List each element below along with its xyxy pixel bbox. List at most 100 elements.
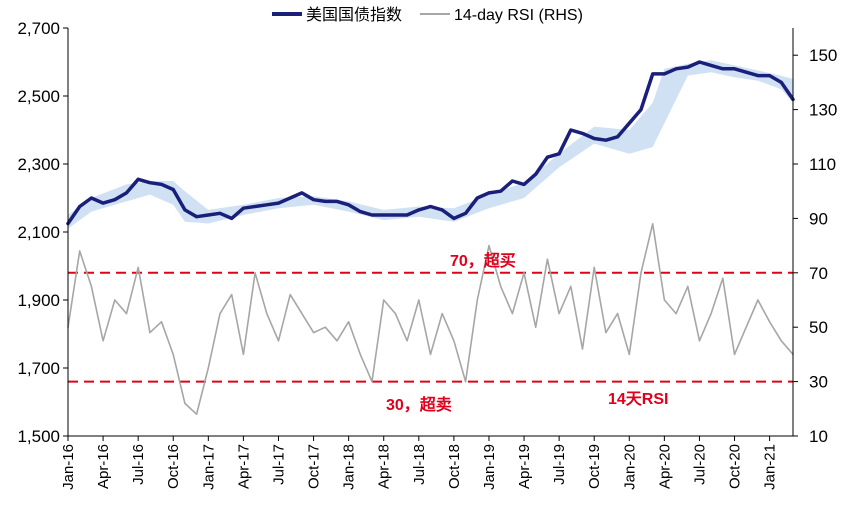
- index-point-16: [254, 205, 256, 208]
- rsi-point-3: [102, 340, 104, 342]
- index-point-28: [394, 214, 396, 216]
- index-point-51: [663, 73, 666, 75]
- index-point-14: [231, 217, 233, 219]
- rsi-point-28: [394, 313, 396, 315]
- rsi-point-54: [698, 340, 701, 342]
- x-tick-label: Jan-21: [762, 444, 779, 490]
- rsi-point-33: [453, 340, 455, 342]
- rsi-point-52: [675, 313, 677, 315]
- index-point-26: [371, 214, 373, 216]
- rsi-point-39: [523, 272, 525, 274]
- rsi-point-37: [500, 285, 502, 287]
- rsi-point-14: [231, 294, 233, 296]
- x-tick-label: Jan-17: [200, 444, 217, 490]
- rsi-point-36: [488, 245, 490, 247]
- index-point-59: [757, 75, 759, 77]
- index-point-33: [453, 217, 455, 219]
- x-tick-label: Jan-20: [621, 444, 638, 490]
- x-tick-label: Jul-16: [130, 444, 147, 485]
- rsi-point-43: [570, 285, 572, 287]
- rsi-point-30: [418, 299, 420, 301]
- index-point-10: [184, 209, 186, 211]
- index-point-43: [570, 129, 572, 131]
- x-tick-label: Apr-17: [235, 444, 252, 489]
- annotation-oversold: 30，超卖: [386, 395, 452, 414]
- rsi-point-22: [324, 326, 326, 328]
- legend-label-rsi: 14-day RSI (RHS): [454, 7, 583, 24]
- y-left-tick-label: 2,700: [17, 19, 60, 38]
- y-right-tick-label: 130: [809, 101, 837, 120]
- index-point-60: [769, 75, 771, 77]
- y-left-tick-label: 1,700: [17, 359, 60, 378]
- index-point-39: [523, 183, 525, 185]
- index-point-9: [172, 188, 174, 191]
- y-right-tick-label: 150: [809, 46, 837, 65]
- index-point-49: [640, 109, 642, 111]
- y-left-tick-label: 2,300: [17, 155, 60, 174]
- rsi-point-25: [359, 353, 361, 355]
- rsi-point-23: [336, 340, 338, 342]
- index-point-42: [558, 153, 560, 155]
- index-point-29: [406, 214, 408, 216]
- x-tick-label: Oct-16: [165, 444, 182, 489]
- index-point-22: [324, 200, 326, 202]
- rsi-point-60: [769, 321, 771, 323]
- ticks-layer: 1,500 1,700 1,900 2,100 2,300 2,500 2,700 10 30 5…: [17, 19, 837, 490]
- legend: 美国国债指数 14-day RSI (RHS): [272, 6, 583, 24]
- x-tick-label: Apr-18: [376, 444, 393, 489]
- rsi-point-31: [429, 353, 432, 355]
- index-point-56: [722, 68, 724, 70]
- rsi-point-5: [125, 313, 128, 315]
- rsi-point-56: [722, 277, 724, 279]
- x-tick-label: Apr-16: [95, 444, 112, 489]
- index-point-47: [617, 136, 619, 138]
- rsi-point-26: [371, 381, 373, 383]
- index-point-3: [102, 202, 104, 204]
- rsi-point-20: [301, 313, 303, 315]
- index-point-19: [289, 197, 291, 199]
- index-point-37: [500, 190, 502, 192]
- index-point-11: [196, 216, 198, 218]
- index-point-44: [581, 132, 584, 134]
- rsi-point-34: [465, 381, 467, 383]
- index-point-31: [429, 205, 432, 208]
- rsi-point-45: [593, 266, 595, 268]
- index-point-55: [710, 64, 712, 66]
- index-point-50: [652, 73, 654, 75]
- rsi-point-1: [79, 250, 81, 252]
- x-tick-label: Oct-18: [446, 444, 463, 489]
- x-tick-label: Apr-19: [516, 444, 533, 489]
- index-point-32: [441, 209, 443, 211]
- index-point-7: [149, 182, 151, 184]
- index-point-52: [675, 68, 677, 70]
- x-tick-label: Jul-19: [551, 444, 568, 485]
- rsi-point-12: [207, 367, 209, 369]
- index-point-58: [745, 71, 747, 73]
- rsi-point-41: [546, 258, 549, 260]
- index-point-13: [219, 212, 221, 214]
- y-left-tick-label: 1,500: [17, 427, 60, 446]
- rsi-point-32: [441, 313, 443, 315]
- x-tick-label: Jan-16: [60, 444, 77, 490]
- x-tick-label: Oct-20: [727, 444, 744, 489]
- index-point-48: [628, 122, 630, 124]
- rsi-point-38: [511, 313, 513, 315]
- rsi-point-49: [640, 272, 642, 274]
- index-point-8: [160, 183, 163, 185]
- rsi-point-40: [535, 326, 537, 328]
- rsi-point-6: [137, 266, 139, 268]
- rsi-layer: [67, 223, 794, 416]
- index-layer: [66, 60, 795, 226]
- rsi-point-7: [149, 332, 151, 334]
- rsi-point-21: [313, 332, 315, 334]
- band-area: [68, 60, 793, 229]
- rsi-point-59: [757, 299, 759, 301]
- rsi-point-4: [114, 299, 116, 301]
- x-tick-label: Apr-20: [656, 444, 673, 489]
- rsi-point-17: [266, 313, 268, 315]
- rsi-point-13: [219, 313, 221, 315]
- index-point-30: [418, 209, 420, 211]
- rsi-point-16: [254, 272, 256, 274]
- index-point-54: [698, 61, 701, 63]
